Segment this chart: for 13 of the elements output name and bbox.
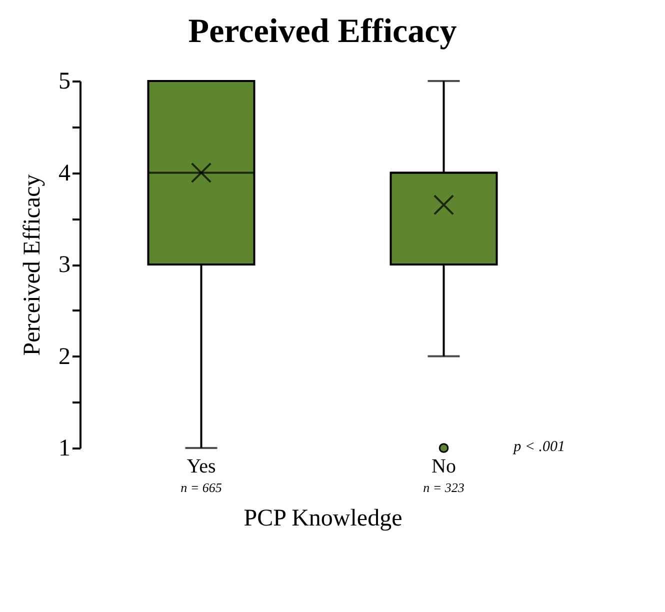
y-tick-label: 4 xyxy=(58,160,70,186)
text: n = 323 xyxy=(423,480,465,495)
chart-title: Perceived Efficacy xyxy=(188,13,457,50)
y-tick-label: 5 xyxy=(58,68,70,94)
annotation: p < .001 xyxy=(512,439,565,455)
x-tick-label: No xyxy=(432,456,456,478)
text: n = 665 xyxy=(180,480,222,495)
y-tick-label: 3 xyxy=(58,252,70,278)
x-axis-title: PCP Knowledge xyxy=(244,506,402,532)
x-tick-label: Yes xyxy=(186,456,216,478)
y-axis-title: Perceived Efficacy xyxy=(20,174,46,356)
y-tick-label: 2 xyxy=(58,344,70,370)
y-tick-label: 1 xyxy=(58,436,70,462)
